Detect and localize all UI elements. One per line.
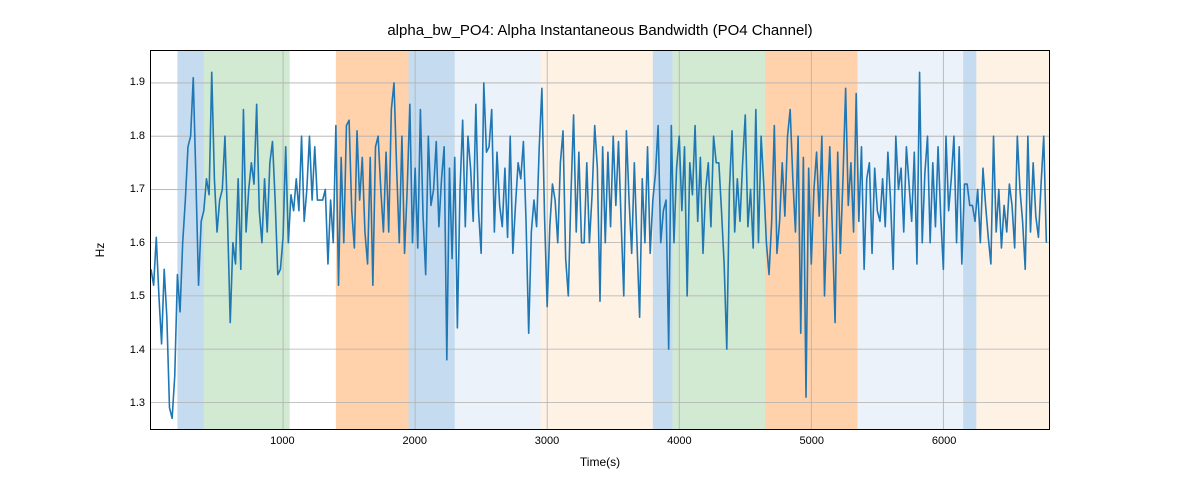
y-tick-label: 1.5 [130, 290, 145, 302]
region [976, 51, 1049, 429]
chart-container: alpha_bw_PO4: Alpha Instantaneous Bandwi… [0, 0, 1200, 500]
y-tick-label: 1.4 [130, 344, 145, 356]
y-axis-label: Hz [93, 243, 107, 258]
shaded-regions [177, 51, 1049, 429]
chart-title: alpha_bw_PO4: Alpha Instantaneous Bandwi… [0, 22, 1200, 39]
y-tick-label: 1.7 [130, 183, 145, 195]
y-tick-label: 1.3 [130, 397, 145, 409]
region [858, 51, 964, 429]
y-tick-label: 1.8 [130, 130, 145, 142]
x-tick-label: 6000 [932, 435, 956, 447]
y-tick-label: 1.9 [130, 76, 145, 88]
region [455, 51, 541, 429]
x-axis-label: Time(s) [150, 455, 1050, 469]
x-tick-label: 1000 [270, 435, 294, 447]
region [963, 51, 976, 429]
x-tick-label: 3000 [535, 435, 559, 447]
plot-svg [151, 51, 1049, 429]
y-tick-label: 1.6 [130, 237, 145, 249]
x-tick-label: 5000 [800, 435, 824, 447]
x-tick-label: 2000 [402, 435, 426, 447]
x-tick-label: 4000 [667, 435, 691, 447]
plot-area [150, 50, 1050, 430]
